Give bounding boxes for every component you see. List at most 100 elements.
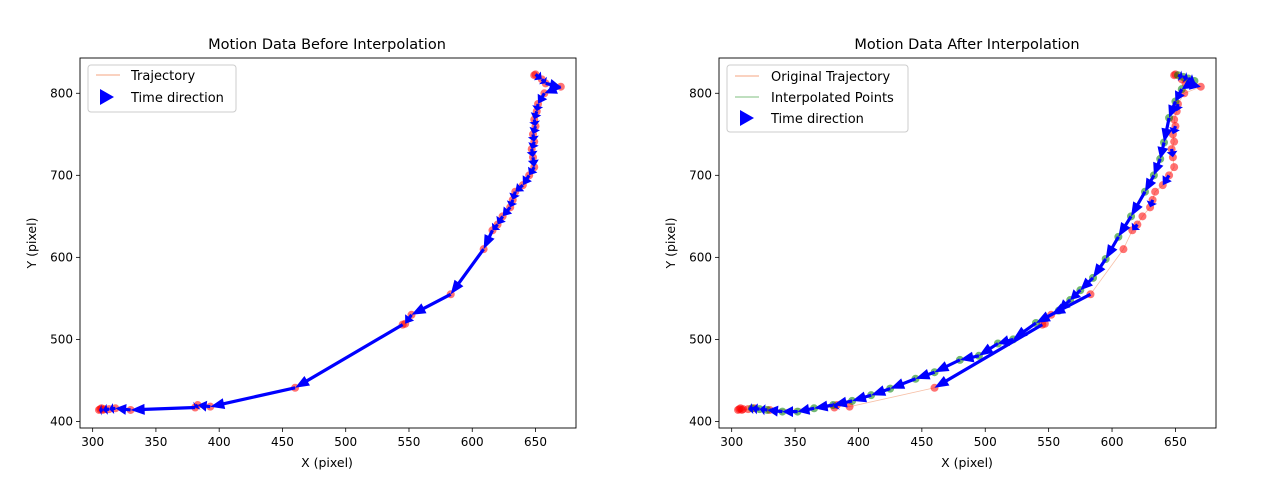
time-direction-arrow xyxy=(1093,258,1107,278)
time-direction-arrow xyxy=(506,199,518,208)
x-tick-label: 400 xyxy=(847,435,870,449)
x-tick-label: 400 xyxy=(208,435,231,449)
time-direction-arrow xyxy=(1172,103,1183,112)
y-axis-label: Y (pixel) xyxy=(24,218,39,270)
time-direction-arrow xyxy=(537,92,548,104)
x-tick-label: 300 xyxy=(81,435,104,449)
x-axis-label: X (pixel) xyxy=(301,455,353,470)
y-tick-label: 600 xyxy=(50,250,73,264)
time-direction-arrow xyxy=(534,71,542,81)
x-tick-label: 500 xyxy=(974,435,997,449)
time-direction-arrow xyxy=(1105,236,1120,259)
time-direction-arrow xyxy=(509,191,520,200)
time-direction-arrow xyxy=(102,403,110,415)
trajectory-point xyxy=(1196,82,1205,91)
time-direction-arrow xyxy=(528,166,538,176)
time-direction-arrow xyxy=(532,103,544,112)
time-direction-arrow xyxy=(1146,199,1157,208)
time-direction-arrow xyxy=(833,396,853,408)
axis-ticks: 300 350 400 450 500 550 600 650 400 500 600 700 800 xyxy=(50,86,547,449)
y-tick-label: 800 xyxy=(50,86,73,100)
trajectory-point xyxy=(1119,245,1128,254)
legend-original-trajectory-label: Original Trajectory xyxy=(771,70,890,85)
time-direction-arrow xyxy=(1131,222,1140,231)
time-direction-arrow xyxy=(193,401,201,410)
time-direction-arrow xyxy=(832,401,840,410)
time-direction-arrow xyxy=(1051,292,1092,315)
time-direction-arrow xyxy=(767,405,783,417)
y-tick-label: 800 xyxy=(689,86,712,100)
time-direction-arrow xyxy=(1145,174,1157,192)
legend: Original Trajectory Interpolated Points … xyxy=(726,64,909,133)
time-direction-arrow xyxy=(538,76,547,85)
y-tick-label: 700 xyxy=(50,168,73,182)
time-direction-arrow xyxy=(1013,321,1037,340)
time-direction-arrow xyxy=(871,385,891,396)
chart-title: Motion Data After Interpolation xyxy=(854,37,1079,53)
plot-area xyxy=(80,58,576,428)
x-tick-label: 500 xyxy=(334,435,357,449)
time-direction-arrow xyxy=(496,215,506,225)
y-tick-label: 700 xyxy=(689,168,712,182)
time-direction-arrow xyxy=(1162,174,1172,186)
time-direction-arrow xyxy=(526,148,538,158)
time-direction-arrow xyxy=(934,358,961,373)
plot-marks xyxy=(94,70,565,416)
trajectory-point xyxy=(206,402,215,411)
x-tick-label: 350 xyxy=(784,435,807,449)
x-tick-label: 450 xyxy=(271,435,294,449)
time-direction-arrow xyxy=(529,119,540,127)
time-direction-arrow xyxy=(210,386,296,409)
time-direction-arrow xyxy=(109,403,116,414)
y-tick-label: 500 xyxy=(50,332,73,346)
time-direction-arrow xyxy=(782,406,798,418)
time-direction-arrow xyxy=(1118,215,1133,237)
legend-trajectory-label: Trajectory xyxy=(130,69,195,84)
y-tick-label: 400 xyxy=(689,414,712,428)
time-direction-arrow xyxy=(1166,148,1178,158)
time-direction-arrow xyxy=(1185,79,1201,90)
time-direction-arrow xyxy=(295,323,404,388)
time-direction-arrow xyxy=(522,174,532,186)
time-direction-arrow xyxy=(99,404,103,416)
legend-time-direction-label: Time direction xyxy=(130,91,224,106)
trajectory-point xyxy=(739,405,748,414)
time-direction-arrow xyxy=(1169,125,1180,135)
y-tick-label: 400 xyxy=(50,414,73,428)
x-tick-label: 550 xyxy=(398,435,421,449)
time-direction-arrow xyxy=(130,403,196,415)
time-direction-arrow xyxy=(527,134,539,142)
time-direction-arrow xyxy=(411,292,452,315)
chart-after-interpolation: Motion Data After Interpolation 300 350 40… xyxy=(663,37,1217,470)
plot-frame xyxy=(79,57,577,429)
time-direction-arrow xyxy=(530,110,542,120)
time-direction-arrow xyxy=(759,404,768,416)
axis-ticks: 300 350 400 450 500 550 600 650 400 500 600 700 800 xyxy=(689,86,1187,449)
plot-frame xyxy=(718,57,1217,429)
time-direction-arrow xyxy=(1153,158,1164,176)
time-direction-arrow xyxy=(544,83,562,94)
legend-box xyxy=(87,64,237,113)
time-direction-arrow xyxy=(1177,70,1183,81)
time-direction-arrow xyxy=(1161,117,1173,143)
time-direction-arrow xyxy=(515,183,525,192)
time-direction-arrow xyxy=(483,229,495,250)
time-direction-arrow xyxy=(748,403,755,414)
time-direction-arrow xyxy=(491,222,501,231)
time-direction-arrow xyxy=(752,403,760,415)
chart-title: Motion Data Before Interpolation xyxy=(208,37,446,53)
legend-time-direction-marker xyxy=(100,89,114,105)
legend-box xyxy=(726,64,909,133)
time-direction-arrow xyxy=(1175,88,1185,102)
trajectory-point xyxy=(1151,187,1160,196)
x-axis-label: X (pixel) xyxy=(941,455,993,470)
time-direction-arrow xyxy=(1070,289,1082,300)
y-tick-label: 500 xyxy=(689,332,712,346)
time-direction-arrow xyxy=(959,351,980,363)
time-direction-arrow xyxy=(528,141,539,150)
time-direction-arrow xyxy=(1168,100,1179,118)
time-direction-arrow xyxy=(1182,72,1189,83)
time-direction-arrow xyxy=(529,125,540,135)
time-direction-arrow xyxy=(978,342,999,356)
